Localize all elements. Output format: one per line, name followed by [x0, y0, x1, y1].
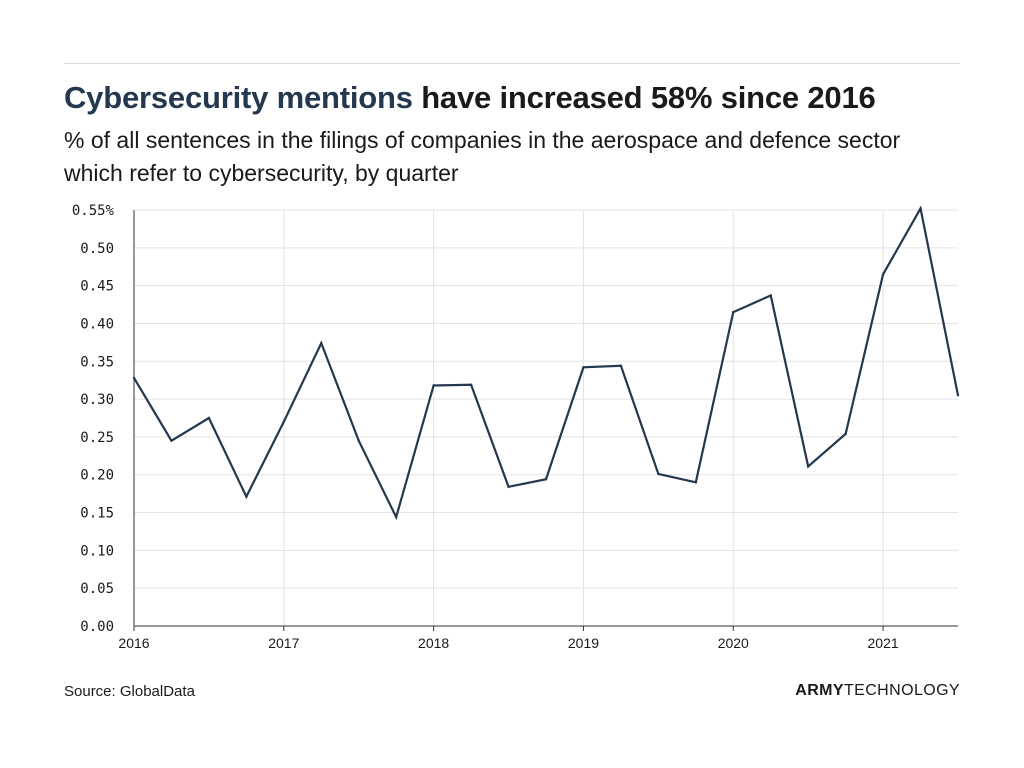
source-note: Source: GlobalData: [64, 683, 195, 700]
y-tick-label: 0.05: [80, 581, 114, 597]
data-point: [732, 310, 735, 314]
x-tick-label: 2016: [118, 635, 149, 651]
x-tick-label: 2018: [418, 635, 449, 651]
x-tick-label: 2021: [868, 635, 899, 651]
y-tick-label: 0.45: [80, 279, 114, 295]
x-tick-label: 2019: [568, 635, 599, 651]
y-tick-label: 0.25: [80, 430, 114, 446]
data-point: [132, 376, 136, 380]
data-point: [207, 416, 211, 420]
data-point: [844, 432, 847, 436]
data-point: [694, 481, 698, 484]
data-point: [956, 394, 960, 397]
y-tick-label: 0.55%: [72, 203, 115, 219]
series-line: [133, 205, 960, 521]
data-point: [881, 273, 885, 276]
y-tick-label: 0.10: [80, 543, 114, 559]
data-point: [432, 384, 435, 387]
data-point: [320, 341, 323, 345]
brand-logo-regular: TECHNOLOGY: [843, 682, 960, 699]
data-point: [245, 495, 248, 498]
top-divider: [64, 63, 960, 64]
data-point: [544, 478, 548, 481]
y-tick-label: 0.15: [80, 506, 114, 522]
data-point: [282, 420, 286, 423]
y-tick-label: 0.40: [80, 316, 114, 332]
y-tick-label: 0.50: [80, 241, 114, 257]
x-tick-label: 2017: [268, 635, 299, 651]
x-tick-label: 2020: [718, 635, 749, 651]
data-point: [657, 472, 660, 476]
chart-title-rest: have increased 58% since 2016: [412, 80, 876, 115]
y-tick-label: 0.35: [80, 354, 114, 370]
chart-title: Cybersecurity mentions have increased 58…: [64, 80, 876, 116]
data-point: [170, 439, 173, 442]
y-tick-label: 0.30: [80, 392, 114, 408]
brand-logo: ARMYTECHNOLOGY: [795, 682, 960, 700]
data-point: [806, 465, 810, 468]
data-point: [582, 366, 585, 369]
data-point: [357, 439, 360, 442]
chart-subtitle: % of all sentences in the filings of com…: [64, 127, 901, 186]
data-point: [769, 294, 772, 297]
y-tick-label: 0.00: [80, 619, 114, 635]
data-point: [469, 383, 473, 386]
data-point: [619, 364, 623, 368]
data-point: [919, 207, 922, 210]
chart-title-highlight: Cybersecurity mentions: [64, 80, 413, 115]
y-tick-label: 0.20: [80, 468, 114, 484]
brand-logo-bold: ARMY: [795, 682, 844, 699]
data-point: [507, 485, 510, 489]
data-point: [394, 515, 398, 519]
